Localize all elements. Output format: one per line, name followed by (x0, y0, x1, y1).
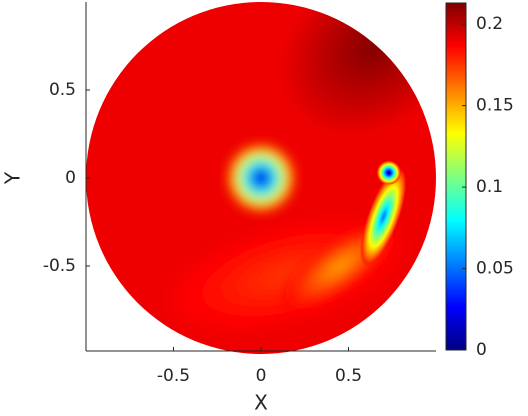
x-axis-label: X (254, 391, 268, 415)
colorbar-tick-label: 0.05 (476, 259, 514, 279)
y-axis-label: Y (1, 171, 25, 185)
contour-feature (360, 166, 407, 267)
contour-feature (376, 160, 401, 186)
colorbar-tick-label: 0.2 (476, 14, 503, 34)
y-tick-label: 0.5 (49, 80, 76, 100)
colorbar-tick-label: 0.1 (476, 177, 503, 197)
x-tick-label: -0.5 (157, 366, 190, 386)
colorbar-tick-label: 0.15 (476, 96, 514, 116)
contour-field (86, 2, 436, 354)
colorbar-tick-label: 0 (476, 340, 487, 360)
x-tick-label: 0 (256, 366, 267, 386)
contour-feature (226, 142, 296, 214)
x-tick-label: 0.5 (335, 366, 362, 386)
colorbar (445, 2, 467, 351)
y-tick-label: 0 (65, 168, 76, 188)
y-tick-label: -0.5 (43, 256, 76, 276)
